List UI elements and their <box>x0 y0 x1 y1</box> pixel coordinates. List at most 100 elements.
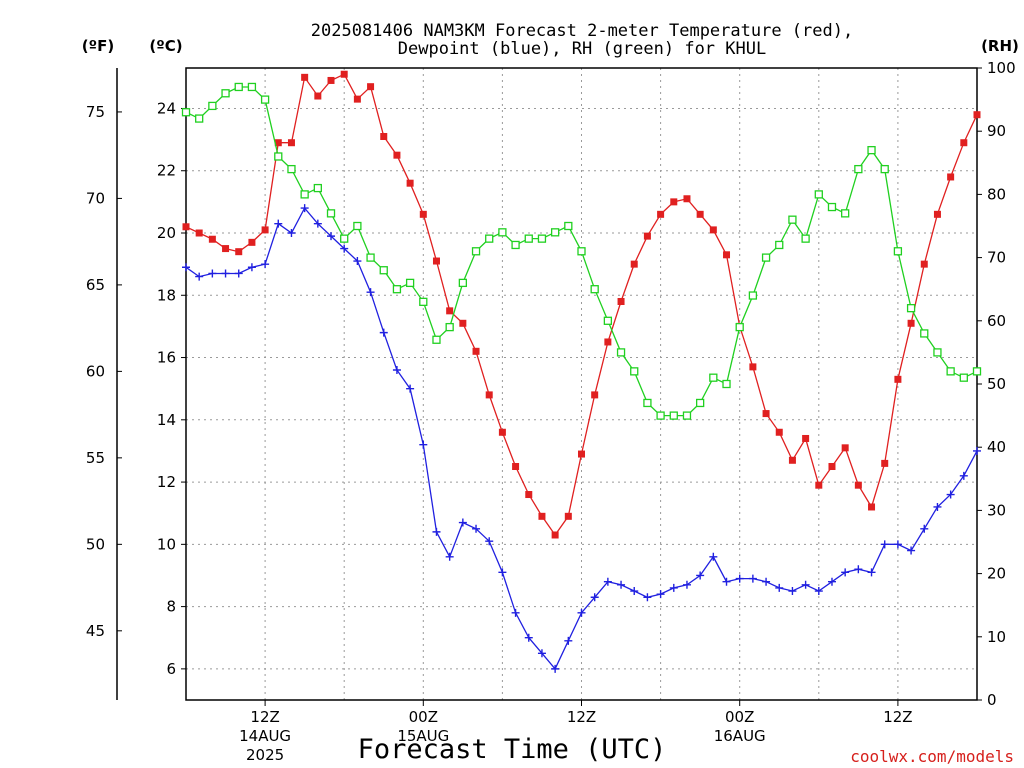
rh-point <box>801 234 810 243</box>
dewpoint-point <box>419 440 428 449</box>
temperature-point <box>182 223 190 231</box>
temperature-point <box>894 375 902 383</box>
temperature-point <box>788 456 796 464</box>
rh-point <box>366 253 375 262</box>
celsius-tick-label: 6 <box>166 660 176 678</box>
dewpoint-point <box>907 546 916 555</box>
dewpoint-point <box>406 384 415 393</box>
rh-point <box>340 234 349 243</box>
rh-point <box>564 221 573 231</box>
dewpoint-point <box>300 204 309 213</box>
rh-point <box>300 190 309 199</box>
celsius-tick-label: 24 <box>157 99 176 117</box>
rh-point <box>379 266 388 275</box>
rh-point <box>814 190 823 199</box>
temperature-point <box>578 450 585 458</box>
temperature-point <box>762 410 770 418</box>
rh-point <box>906 304 916 313</box>
dewpoint-point <box>445 552 454 561</box>
rh-point <box>221 89 230 98</box>
dewpoint-point <box>788 587 797 596</box>
temperature-point <box>841 444 849 452</box>
rh-point <box>471 247 481 256</box>
temperature-point <box>485 391 493 399</box>
rh-tick-label: 70 <box>987 249 1006 267</box>
temperature-point <box>446 307 454 315</box>
temperature-point <box>643 232 651 240</box>
rh-tick-label: 40 <box>987 438 1006 456</box>
x-tick-label-time: 00Z <box>725 708 754 726</box>
rh-point <box>827 202 837 212</box>
rh-point <box>498 228 507 237</box>
dewpoint-point <box>247 263 256 272</box>
temperature-point <box>367 83 375 91</box>
rh-point <box>208 101 217 111</box>
rh-point <box>432 335 441 344</box>
dewpoint-point <box>234 269 243 278</box>
dewpoint-point <box>511 608 520 617</box>
dewpoint-point <box>722 577 731 586</box>
dewpoint-point <box>854 565 863 574</box>
x-tick-label-time: 00Z <box>409 708 438 726</box>
rh-point <box>788 215 797 224</box>
celsius-tick-label: 8 <box>166 598 176 616</box>
dewpoint-point <box>643 593 652 602</box>
dewpoint-point <box>208 269 217 278</box>
temperature-point <box>195 229 203 237</box>
dewpoint-point <box>617 580 626 589</box>
celsius-tick-label: 22 <box>157 162 176 180</box>
rh-point <box>274 152 283 161</box>
fahrenheit-tick-label: 55 <box>86 449 105 467</box>
temperature-point <box>683 195 691 203</box>
rh-tick-label: 100 <box>987 59 1016 77</box>
rh-point <box>511 240 520 250</box>
temperature-point <box>973 111 981 119</box>
dewpoint-point <box>709 552 718 561</box>
celsius-tick-label: 20 <box>157 224 176 242</box>
rh-point <box>195 114 204 123</box>
dewpoint-point <box>537 649 546 658</box>
series-plus <box>182 204 981 673</box>
temperature-point <box>723 251 731 259</box>
dewpoint-point <box>867 568 876 577</box>
temperature-point <box>274 139 282 147</box>
fahrenheit-tick-label: 65 <box>86 276 105 294</box>
rh-point <box>959 373 968 382</box>
celsius-tick-label: 10 <box>157 535 176 553</box>
rh-point <box>603 316 613 325</box>
dewpoint-point <box>893 540 902 549</box>
dewpoint-point <box>340 244 349 253</box>
temperature-point <box>340 70 348 78</box>
dewpoint-point <box>696 571 705 580</box>
dewpoint-point <box>801 580 810 589</box>
temperature-point <box>868 503 876 511</box>
rh-tick-label: 50 <box>987 375 1006 393</box>
temperature-point <box>261 226 269 234</box>
temperature-point <box>947 173 955 181</box>
rh-point <box>854 164 863 174</box>
fahrenheit-tick-label: 45 <box>86 622 105 640</box>
dewpoint-point <box>933 502 942 511</box>
temperature-point <box>709 226 717 234</box>
celsius-tick-label: 16 <box>157 349 176 367</box>
rh-tick-label: 60 <box>987 312 1006 330</box>
dewpoint-point <box>182 263 190 272</box>
rh-point <box>696 398 705 408</box>
dewpoint-point <box>485 537 494 546</box>
dewpoint-point <box>353 257 362 266</box>
data-series <box>181 70 982 673</box>
rh-point <box>946 367 955 376</box>
dewpoint-point <box>366 288 375 297</box>
rh-point <box>577 247 586 256</box>
dewpoint-point <box>287 229 296 238</box>
x-axis-label: Forecast Time (UTC) <box>358 734 667 765</box>
rh-point <box>880 164 889 174</box>
dewpoint-point <box>524 633 533 642</box>
rh-point <box>392 285 402 294</box>
dewpoint-point <box>682 580 691 589</box>
rh-point <box>485 234 494 243</box>
temperature-point <box>314 92 322 100</box>
plot-frame <box>185 67 978 701</box>
temperature-point <box>907 319 915 327</box>
